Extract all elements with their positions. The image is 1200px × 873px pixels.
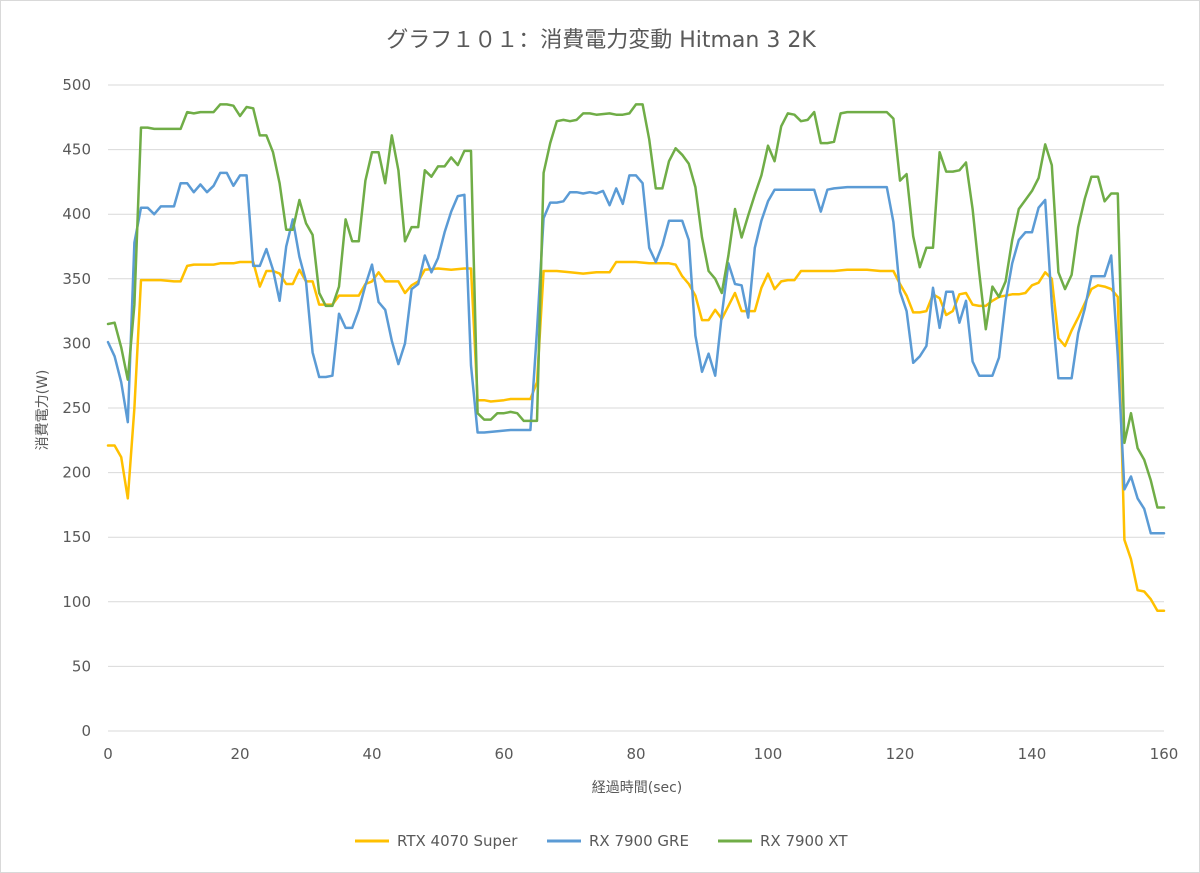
y-tick-label: 450: [62, 141, 91, 159]
x-tick-label: 160: [1150, 745, 1179, 763]
y-tick-label: 400: [62, 205, 91, 223]
legend-label: RX 7900 GRE: [589, 832, 689, 850]
x-tick-label: 140: [1018, 745, 1047, 763]
series-line-rtx-4070-super: [106, 260, 1166, 613]
gridlines: [108, 84, 1164, 667]
y-axis-label: 消費電力(W): [35, 370, 51, 451]
legend-label: RTX 4070 Super: [397, 832, 518, 850]
y-axis-ticks: 0 50 100 150 200 250 300 350 400 450 500: [62, 76, 91, 740]
x-axis-ticks: 0 20 40 60 80 100 120 140 160: [103, 745, 1178, 763]
legend: RTX 4070 Super RX 7900 GRE RX 7900 XT: [355, 832, 848, 850]
x-tick-label: 120: [886, 745, 915, 763]
y-tick-label: 250: [62, 399, 91, 417]
x-tick-label: 40: [362, 745, 381, 763]
series-lines: [106, 103, 1166, 613]
x-tick-label: 20: [230, 745, 249, 763]
x-tick-label: 0: [103, 745, 113, 763]
series-line-rx-7900-gre: [106, 171, 1166, 535]
legend-label: RX 7900 XT: [760, 832, 848, 850]
series-line-rx-7900-xt: [106, 103, 1166, 509]
y-tick-label: 150: [62, 528, 91, 546]
x-tick-label: 60: [494, 745, 513, 763]
y-tick-label: 300: [62, 334, 91, 352]
chart-title: グラフ１０１：消費電力変動 Hitman 3 2K: [386, 28, 816, 53]
x-tick-label: 100: [754, 745, 783, 763]
y-tick-label: 200: [62, 464, 91, 482]
y-tick-label: 500: [62, 76, 91, 94]
y-tick-label: 50: [72, 657, 91, 675]
x-tick-label: 80: [626, 745, 645, 763]
y-tick-label: 0: [81, 722, 91, 740]
x-axis-label: 経過時間(sec): [592, 780, 683, 796]
y-tick-label: 100: [62, 593, 91, 611]
y-tick-label: 350: [62, 270, 91, 288]
